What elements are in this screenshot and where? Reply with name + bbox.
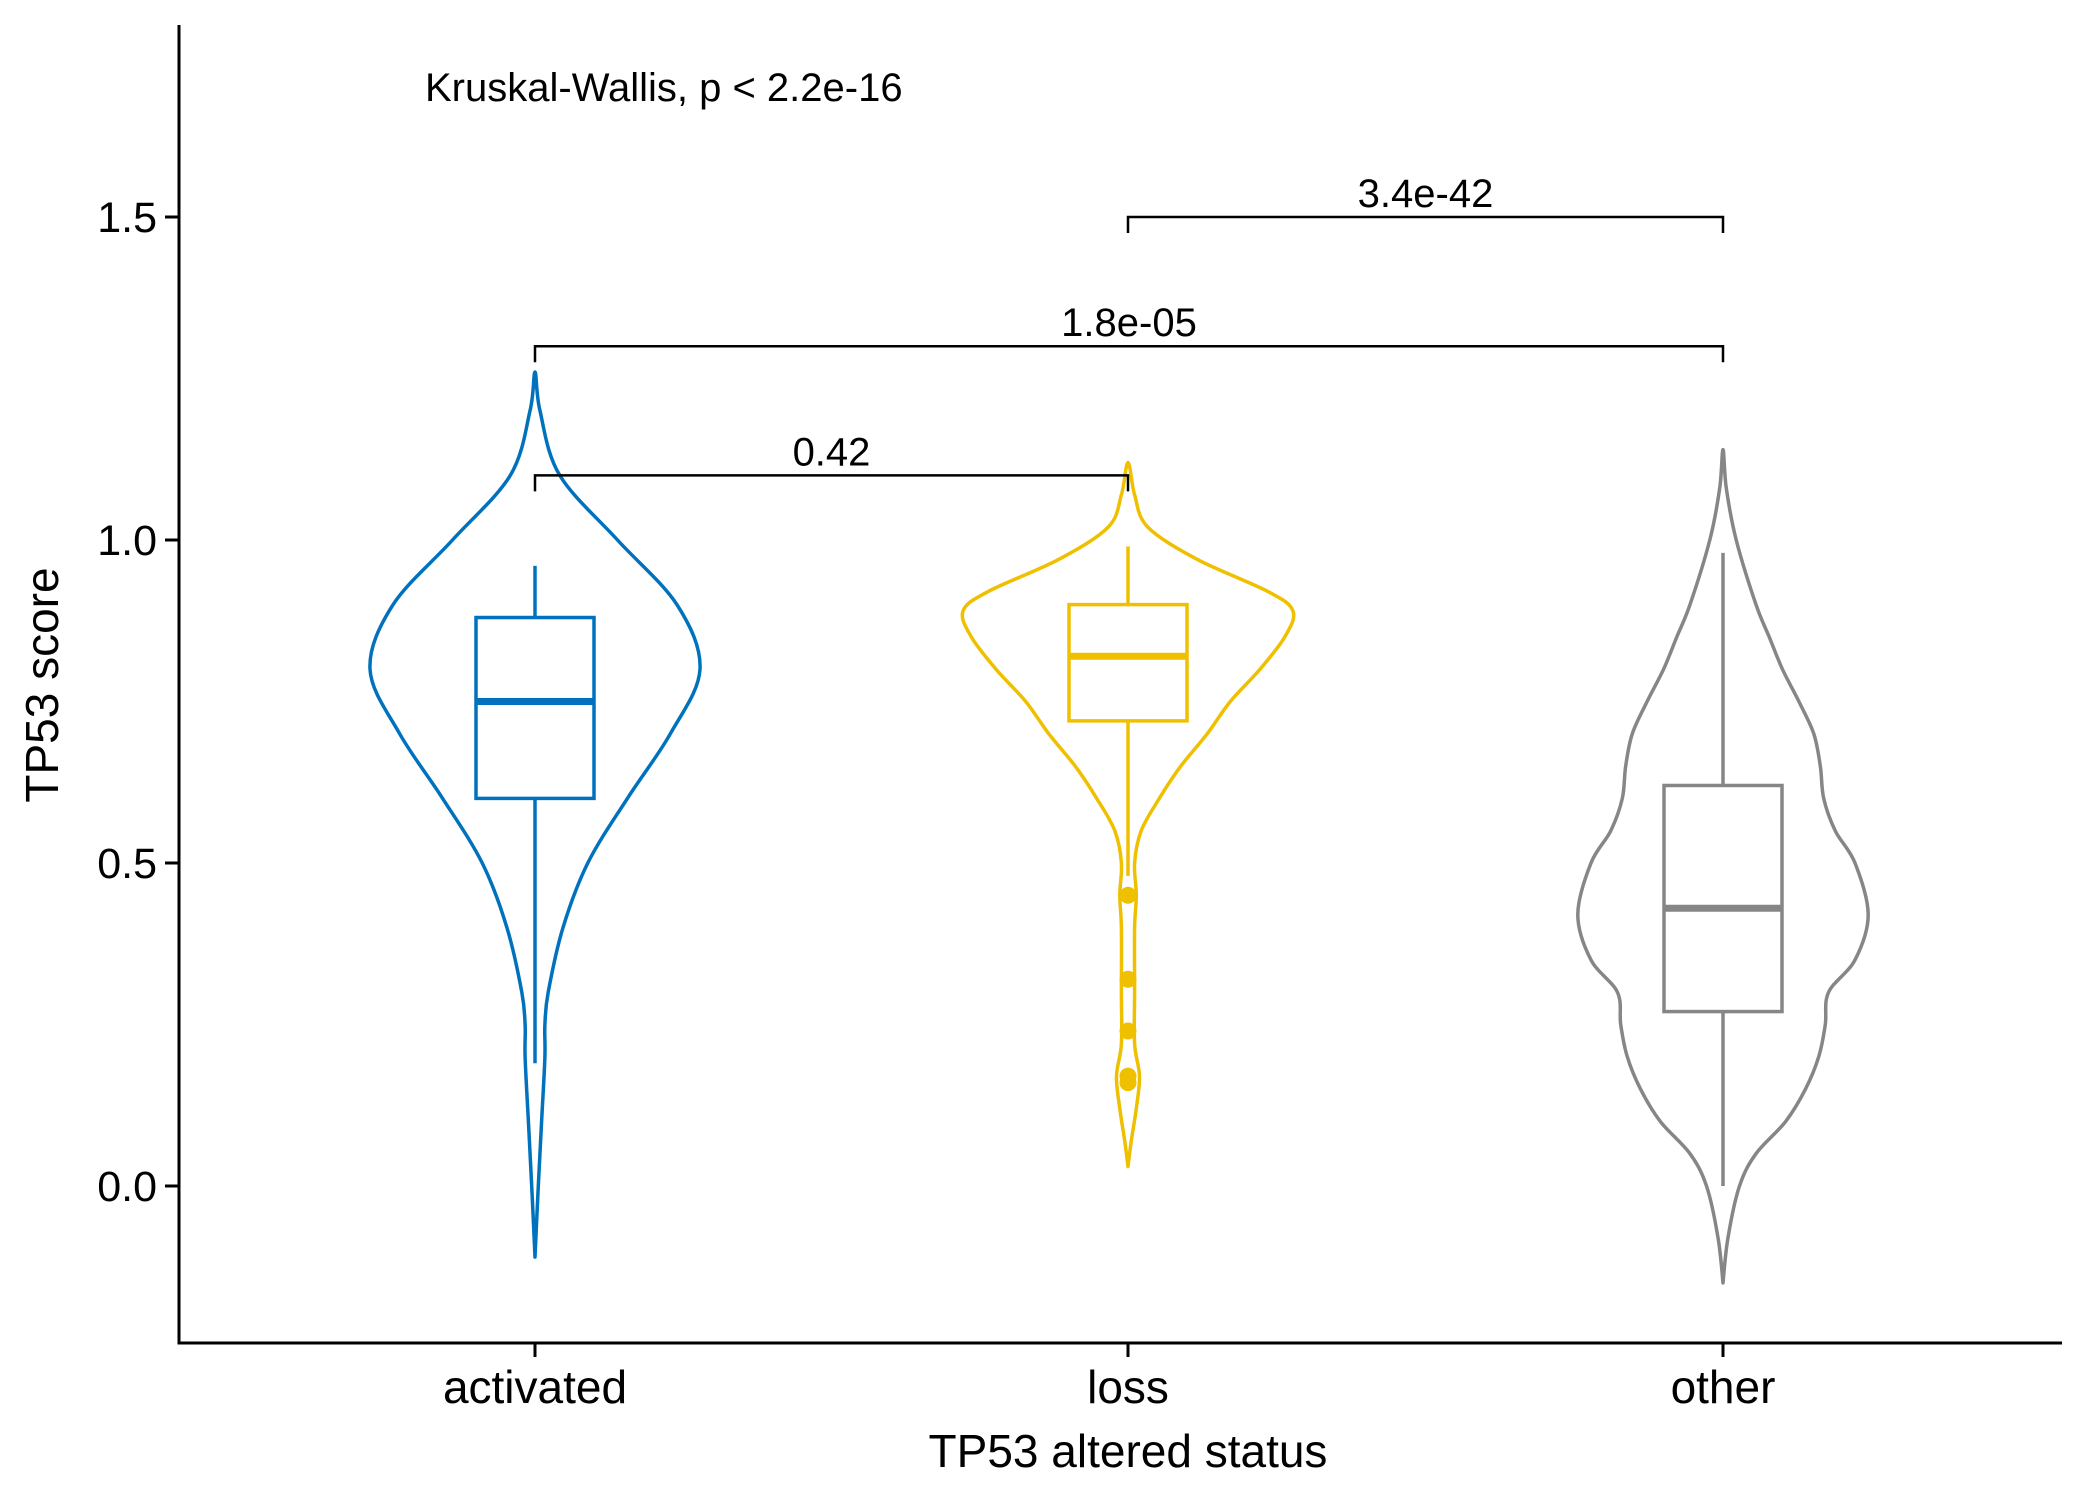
p-value-label: 0.42 xyxy=(793,430,871,474)
y-tick-label: 1.5 xyxy=(97,194,157,242)
p-value-label: 3.4e-42 xyxy=(1358,172,1494,216)
x-tick-label-other: other xyxy=(1671,1361,1776,1413)
comparison-bracket-loss-other: 3.4e-42 xyxy=(1126,172,1725,233)
bracket-line xyxy=(1126,215,1725,233)
violin-group-activated xyxy=(368,370,702,1259)
violin-other xyxy=(1576,447,1870,1285)
violin-group-other xyxy=(1576,447,1870,1285)
violin-activated xyxy=(368,370,702,1259)
y-tick-label: 0.5 xyxy=(97,840,157,888)
outlier-point-loss-0 xyxy=(1119,886,1137,904)
bracket-line xyxy=(533,344,1725,363)
plot-marks xyxy=(368,370,1870,1285)
bracket-line xyxy=(533,474,1130,492)
outlier-point-loss-4 xyxy=(1119,1074,1137,1092)
axes: 0.0 0.5 1.0 1.5 activated loss other xyxy=(97,25,2062,1413)
y-axis-title: TP53 score xyxy=(16,567,68,802)
x-axis-title: TP53 altered status xyxy=(929,1425,1328,1477)
y-tick-label: 0.0 xyxy=(97,1163,157,1211)
box-activated xyxy=(474,615,596,801)
p-value-label: 1.8e-05 xyxy=(1061,301,1197,345)
kruskal-wallis-label: Kruskal-Wallis, p < 2.2e-16 xyxy=(425,66,903,110)
x-tick-label-activated: activated xyxy=(443,1361,627,1413)
comparison-bracket-activated-other: 1.8e-05 xyxy=(533,301,1725,363)
annotations: 0.42 1.8e-05 3.4e-42 xyxy=(533,172,1725,492)
y-tick-label: 1.0 xyxy=(97,517,157,565)
outlier-point-loss-1 xyxy=(1119,970,1137,988)
x-tick-label-loss: loss xyxy=(1087,1361,1169,1413)
box-loss xyxy=(1067,602,1189,723)
outlier-point-loss-2 xyxy=(1119,1022,1137,1040)
comparison-bracket-activated-loss: 0.42 xyxy=(533,430,1130,492)
violin-group-loss xyxy=(960,460,1296,1169)
box-other xyxy=(1662,783,1784,1014)
